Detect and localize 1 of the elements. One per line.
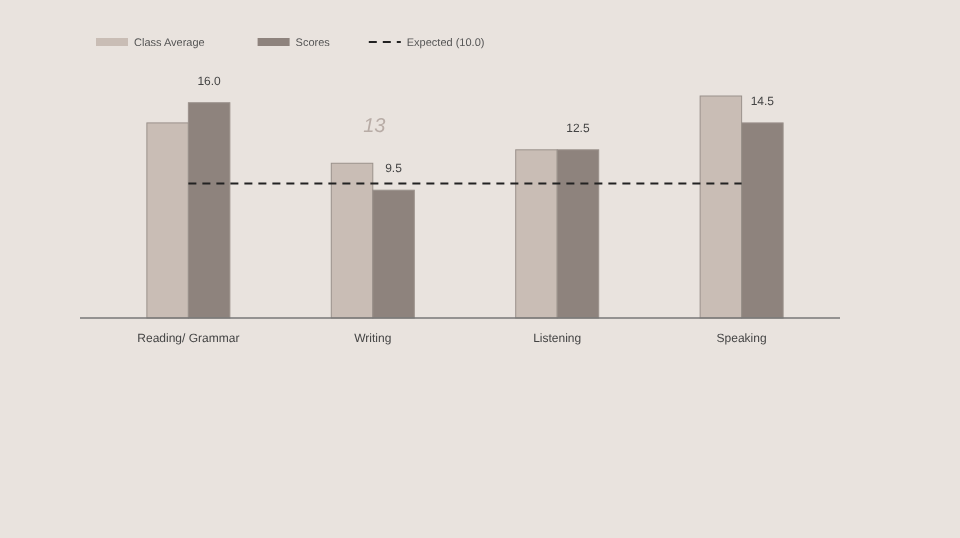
annotation: 13 <box>363 116 387 138</box>
